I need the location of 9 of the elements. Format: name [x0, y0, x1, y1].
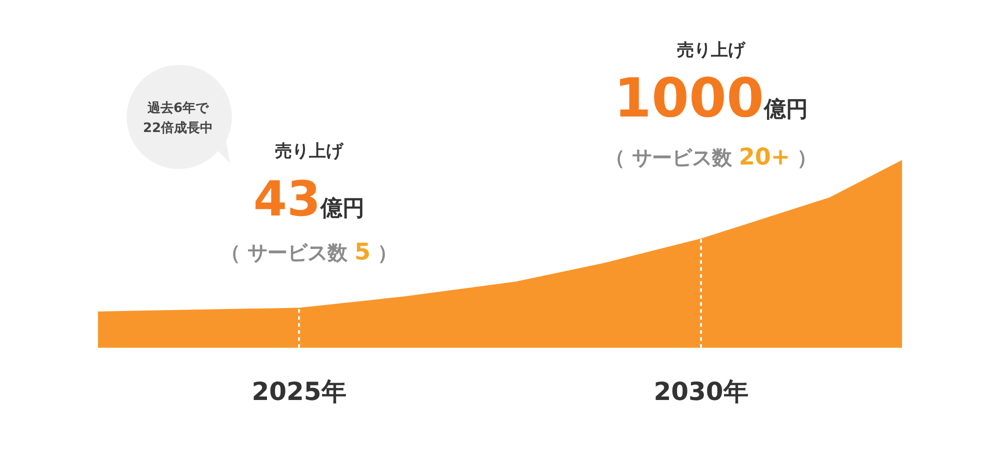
x-tick-label: 2025年 [252, 377, 346, 406]
text: 売り上げ [677, 40, 746, 61]
annotation: （ サービス数 5 ） [220, 240, 398, 266]
x-tick-label: 2030年 [654, 377, 748, 406]
annotation: 43億円 [253, 172, 365, 228]
annotation: （ サービス数 20+ ） [604, 144, 818, 171]
annotation: 売り上げ [275, 142, 344, 162]
text: 過去6年で22倍成長中 [142, 101, 214, 136]
text: 1000億円 [614, 66, 808, 130]
